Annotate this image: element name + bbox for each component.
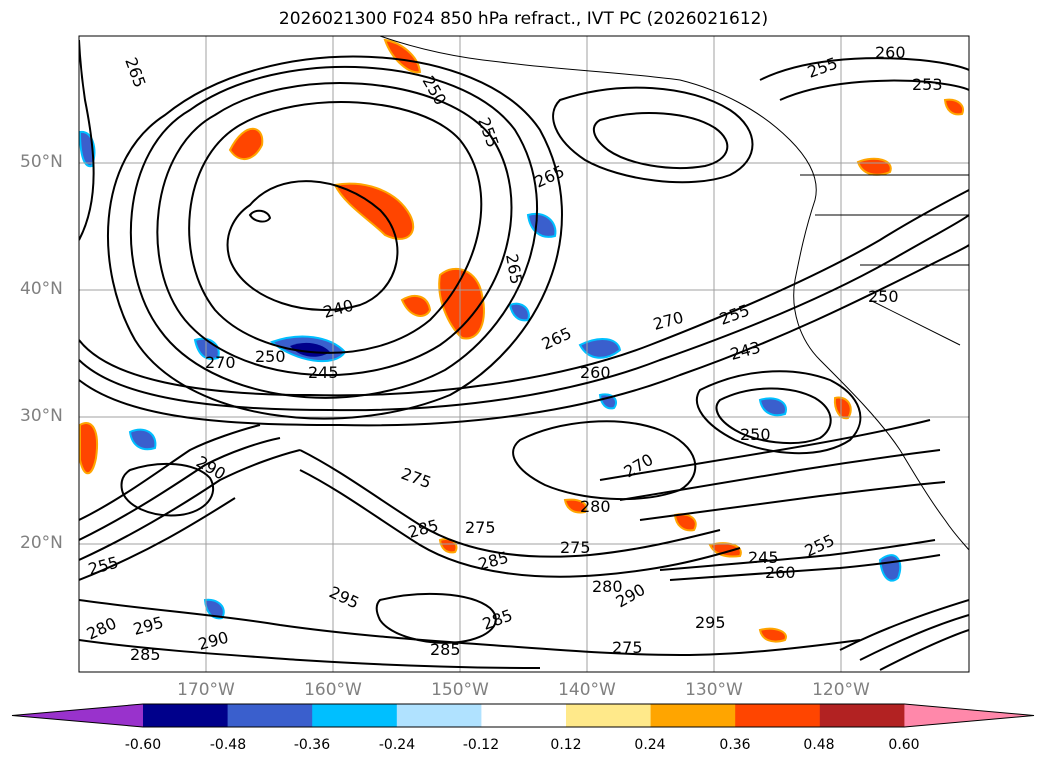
refractivity-contours xyxy=(79,39,969,671)
colorbar-cell xyxy=(566,704,652,727)
colorbar xyxy=(11,703,1035,728)
colorbar-tick: 0.60 xyxy=(888,737,920,753)
contour-label: 260 xyxy=(580,363,611,382)
colorbar-outline xyxy=(11,703,1035,728)
lon-label-170w: 170°W xyxy=(177,680,235,700)
colorbar-cells xyxy=(11,703,1035,728)
contour-label: 280 xyxy=(580,497,611,516)
lon-label-160w: 160°W xyxy=(304,680,362,700)
lat-label-40n: 40°N xyxy=(20,279,63,299)
contour-label: 253 xyxy=(912,75,943,94)
lat-label-30n: 30°N xyxy=(20,406,63,426)
colorbar-tick: 0.12 xyxy=(550,737,582,753)
contour-label: 275 xyxy=(465,518,496,537)
contour-label: 260 xyxy=(875,43,906,62)
colorbar-tick: -0.36 xyxy=(293,737,331,753)
colorbar-cell xyxy=(819,704,905,727)
map-background xyxy=(79,36,969,672)
colorbar-extend-max xyxy=(904,704,1034,727)
graticule xyxy=(79,36,969,672)
colorbar-cell xyxy=(650,704,736,727)
colorbar-extend-min xyxy=(12,704,143,727)
contour-label: 275 xyxy=(560,538,591,557)
figure-title: 2026021300 F024 850 hPa refract., IVT PC… xyxy=(278,9,769,29)
contour-label: 260 xyxy=(765,563,796,582)
colorbar-cell xyxy=(312,704,398,727)
colorbar-tick: -0.48 xyxy=(209,737,247,753)
lat-label-20n: 20°N xyxy=(20,533,63,553)
colorbar-cell xyxy=(481,704,567,727)
colorbar-tick: -0.60 xyxy=(124,737,162,753)
lon-label-130w: 130°W xyxy=(685,680,743,700)
contour-label: 250 xyxy=(740,425,771,444)
colorbar-tick: -0.24 xyxy=(378,737,416,753)
lon-label-120w: 120°W xyxy=(812,680,870,700)
lon-label-150w: 150°W xyxy=(431,680,489,700)
colorbar-tick: 0.24 xyxy=(634,737,666,753)
colorbar-tick: 0.48 xyxy=(803,737,835,753)
contour-label: 245 xyxy=(748,548,779,567)
contour-label: 250 xyxy=(255,347,286,366)
map-panel: 265 260 255 253 250 255 250 265 265 240 … xyxy=(78,35,970,673)
contour-labels: 265 260 255 253 250 255 250 265 265 240 … xyxy=(84,43,943,664)
contour-label: 275 xyxy=(612,638,643,657)
map-frame xyxy=(78,35,970,673)
contour-label: 245 xyxy=(308,363,339,382)
contour-label: 270 xyxy=(205,353,236,372)
colorbar-cell xyxy=(735,704,821,727)
contour-label: 285 xyxy=(130,645,161,664)
colorbar-cell xyxy=(227,704,313,727)
lon-label-140w: 140°W xyxy=(558,680,616,700)
contour-label: 295 xyxy=(695,613,726,632)
lat-label-50n: 50°N xyxy=(20,152,63,172)
contour-label: 285 xyxy=(430,640,461,659)
colorbar-cell xyxy=(143,704,229,727)
contour-label: 250 xyxy=(868,287,899,306)
contour-label: 280 xyxy=(592,577,623,596)
colorbar-cell xyxy=(396,704,482,727)
colorbar-tick: -0.12 xyxy=(462,737,500,753)
coastlines xyxy=(379,36,969,551)
colorbar-tick: 0.36 xyxy=(719,737,751,753)
